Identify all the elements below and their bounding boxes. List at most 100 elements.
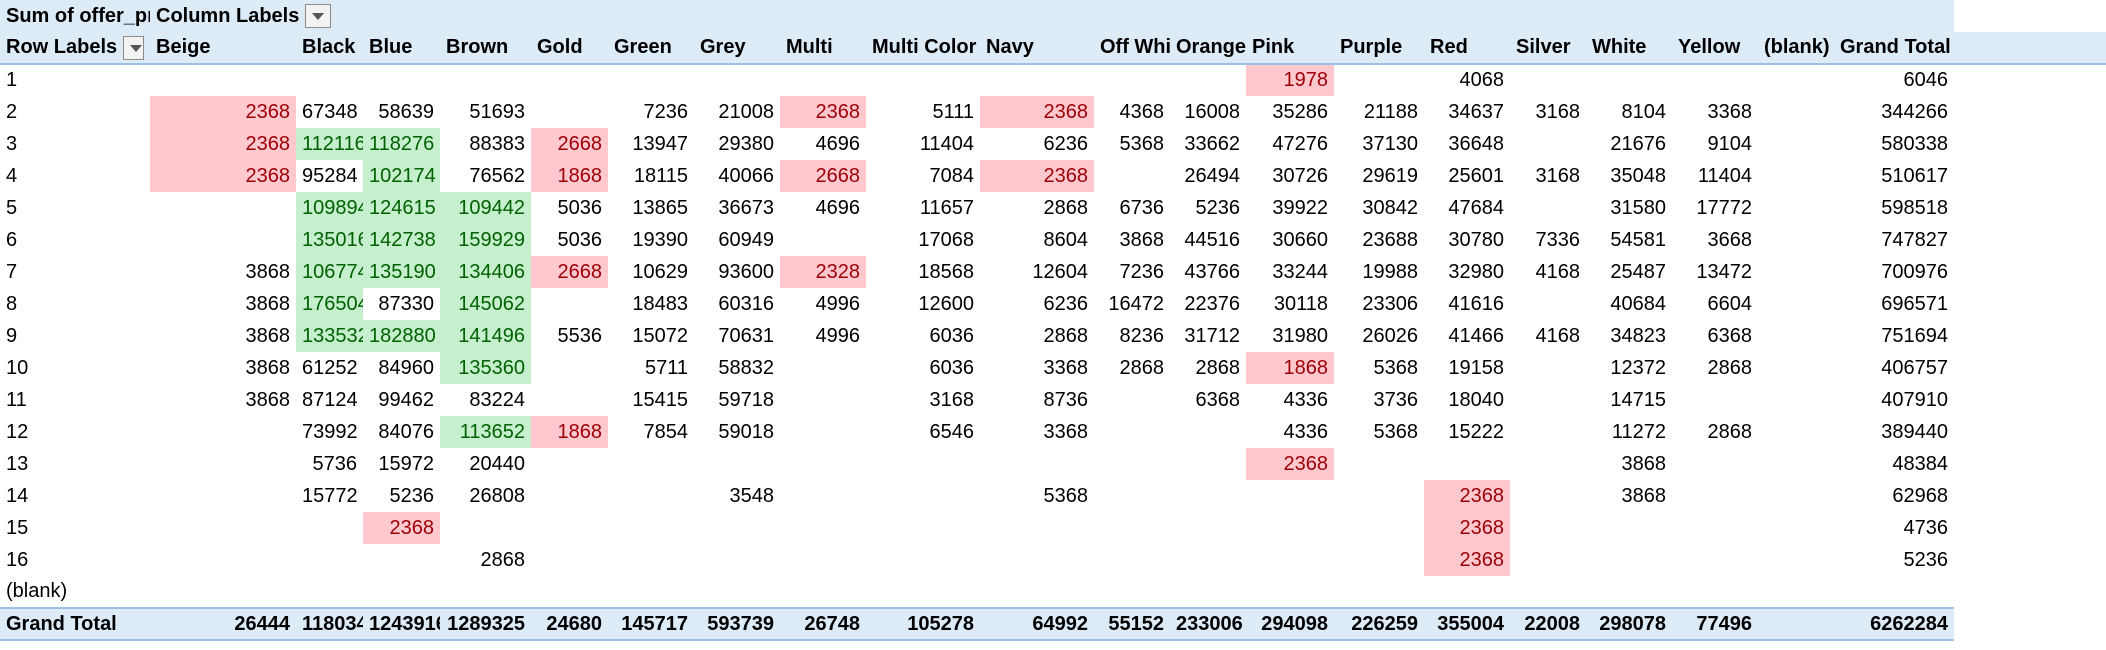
value-cell[interactable]: 18483 [632,292,688,315]
value-cell[interactable]: 76562 [469,164,525,187]
row-label[interactable]: 1 [6,69,18,91]
value-cell[interactable] [1334,544,1424,576]
grand-total-cell[interactable]: 226259 [1334,607,1424,641]
value-cell[interactable] [1510,192,1586,224]
value-cell[interactable]: 29380 [718,132,774,155]
column-header-orange[interactable]: Orange [1170,32,1246,65]
column-header-blank[interactable]: (blank) [1758,32,1834,65]
value-cell[interactable]: 3868 [245,324,291,347]
value-cell[interactable]: 3368 [1043,356,1089,379]
value-cell[interactable]: 2368 [150,160,296,192]
value-cell[interactable]: 17772 [1696,196,1752,219]
value-cell[interactable]: 88383 [469,132,525,155]
value-cell[interactable]: 44516 [1184,228,1240,251]
value-cell[interactable]: 21676 [1610,132,1666,155]
row-label[interactable]: 7 [6,260,18,283]
value-cell[interactable] [1758,416,1834,448]
value-cell[interactable]: 3868 [245,388,291,411]
value-cell[interactable]: 58832 [718,356,774,379]
value-cell[interactable] [150,480,296,512]
value-cell[interactable] [1510,448,1586,480]
value-cell[interactable]: 47276 [1272,132,1328,155]
value-cell[interactable]: 1868 [1246,352,1334,384]
value-cell[interactable]: 3868 [245,292,291,315]
value-cell[interactable] [1510,416,1586,448]
value-cell[interactable]: 145062 [440,288,531,320]
value-cell[interactable] [531,480,608,512]
value-cell[interactable] [1094,448,1170,480]
value-cell[interactable] [1170,544,1246,576]
value-cell[interactable] [866,448,980,480]
value-cell[interactable]: 3668 [1707,228,1753,251]
value-cell[interactable] [363,544,440,576]
value-cell[interactable] [1510,128,1586,160]
value-cell[interactable]: 6736 [1119,196,1165,219]
value-cell[interactable]: 6036 [929,324,975,347]
value-cell[interactable] [1170,416,1246,448]
value-cell[interactable]: 3736 [1373,388,1419,411]
column-header-grand-total[interactable]: Grand Total [1834,32,1955,65]
value-cell[interactable]: 19158 [1448,356,1504,379]
value-cell[interactable]: 176504 [296,288,363,320]
value-cell[interactable]: 134406 [440,256,531,288]
value-cell[interactable] [1424,576,1510,608]
value-cell[interactable] [150,576,296,608]
value-cell[interactable]: 11657 [919,196,974,219]
value-cell[interactable] [1510,576,1586,608]
value-cell[interactable] [1758,384,1834,416]
value-cell[interactable]: 106774 [296,256,363,288]
value-cell[interactable]: 2368 [980,160,1094,192]
value-cell[interactable] [150,192,296,224]
value-cell[interactable]: 60949 [718,228,774,251]
value-cell[interactable]: 142738 [363,224,440,256]
value-cell[interactable]: 124615 [363,192,440,224]
value-cell[interactable]: 4996 [815,324,861,347]
value-cell[interactable]: 109894 [296,192,363,224]
value-cell[interactable]: 11404 [1697,164,1752,187]
value-cell[interactable]: 20440 [469,452,525,475]
value-cell[interactable] [1758,512,1834,544]
value-cell[interactable]: 58639 [378,100,434,123]
value-cell[interactable]: 6604 [1707,292,1753,315]
column-filter-dropdown-icon[interactable] [305,4,332,28]
value-cell[interactable]: 15072 [632,324,688,347]
value-cell[interactable] [608,576,694,608]
value-cell[interactable]: 7854 [643,420,689,443]
value-cell[interactable]: 17068 [918,228,974,251]
row-label[interactable]: 8 [6,292,18,315]
value-cell[interactable] [1758,256,1834,288]
value-cell[interactable] [1672,512,1758,544]
value-cell[interactable] [1094,384,1170,416]
value-cell[interactable] [1758,576,1834,608]
value-cell[interactable] [363,64,440,96]
value-cell[interactable]: 6236 [1043,292,1089,315]
value-cell[interactable]: 2368 [1424,512,1510,544]
grand-total-cell[interactable]: 1180344 [296,607,363,641]
value-cell[interactable]: 23306 [1362,292,1418,315]
value-cell[interactable]: 2668 [780,160,866,192]
value-cell[interactable]: 6036 [929,356,975,379]
value-cell[interactable]: 15772 [302,484,358,507]
value-cell[interactable] [780,512,866,544]
value-cell[interactable] [1672,480,1758,512]
value-cell[interactable]: 26494 [1184,164,1240,187]
value-cell[interactable] [866,64,980,96]
grand-total-cell[interactable]: 145717 [608,607,694,641]
value-cell[interactable] [1246,544,1334,576]
value-cell[interactable] [1758,544,1834,576]
value-cell[interactable]: 87124 [302,388,358,411]
value-cell[interactable] [296,544,363,576]
column-header-white[interactable]: White [1586,32,1672,65]
value-cell[interactable]: 6236 [1043,132,1089,155]
value-cell[interactable]: 2868 [1195,356,1241,379]
value-cell[interactable]: 5368 [1119,132,1165,155]
row-label[interactable]: 9 [6,324,18,347]
value-cell[interactable] [608,448,694,480]
value-cell[interactable] [1094,416,1170,448]
value-cell[interactable] [1170,512,1246,544]
value-cell[interactable]: 3368 [1043,420,1089,443]
value-cell[interactable] [531,544,608,576]
value-cell[interactable]: 84076 [378,420,434,443]
value-cell[interactable] [440,512,531,544]
value-cell[interactable] [608,64,694,96]
